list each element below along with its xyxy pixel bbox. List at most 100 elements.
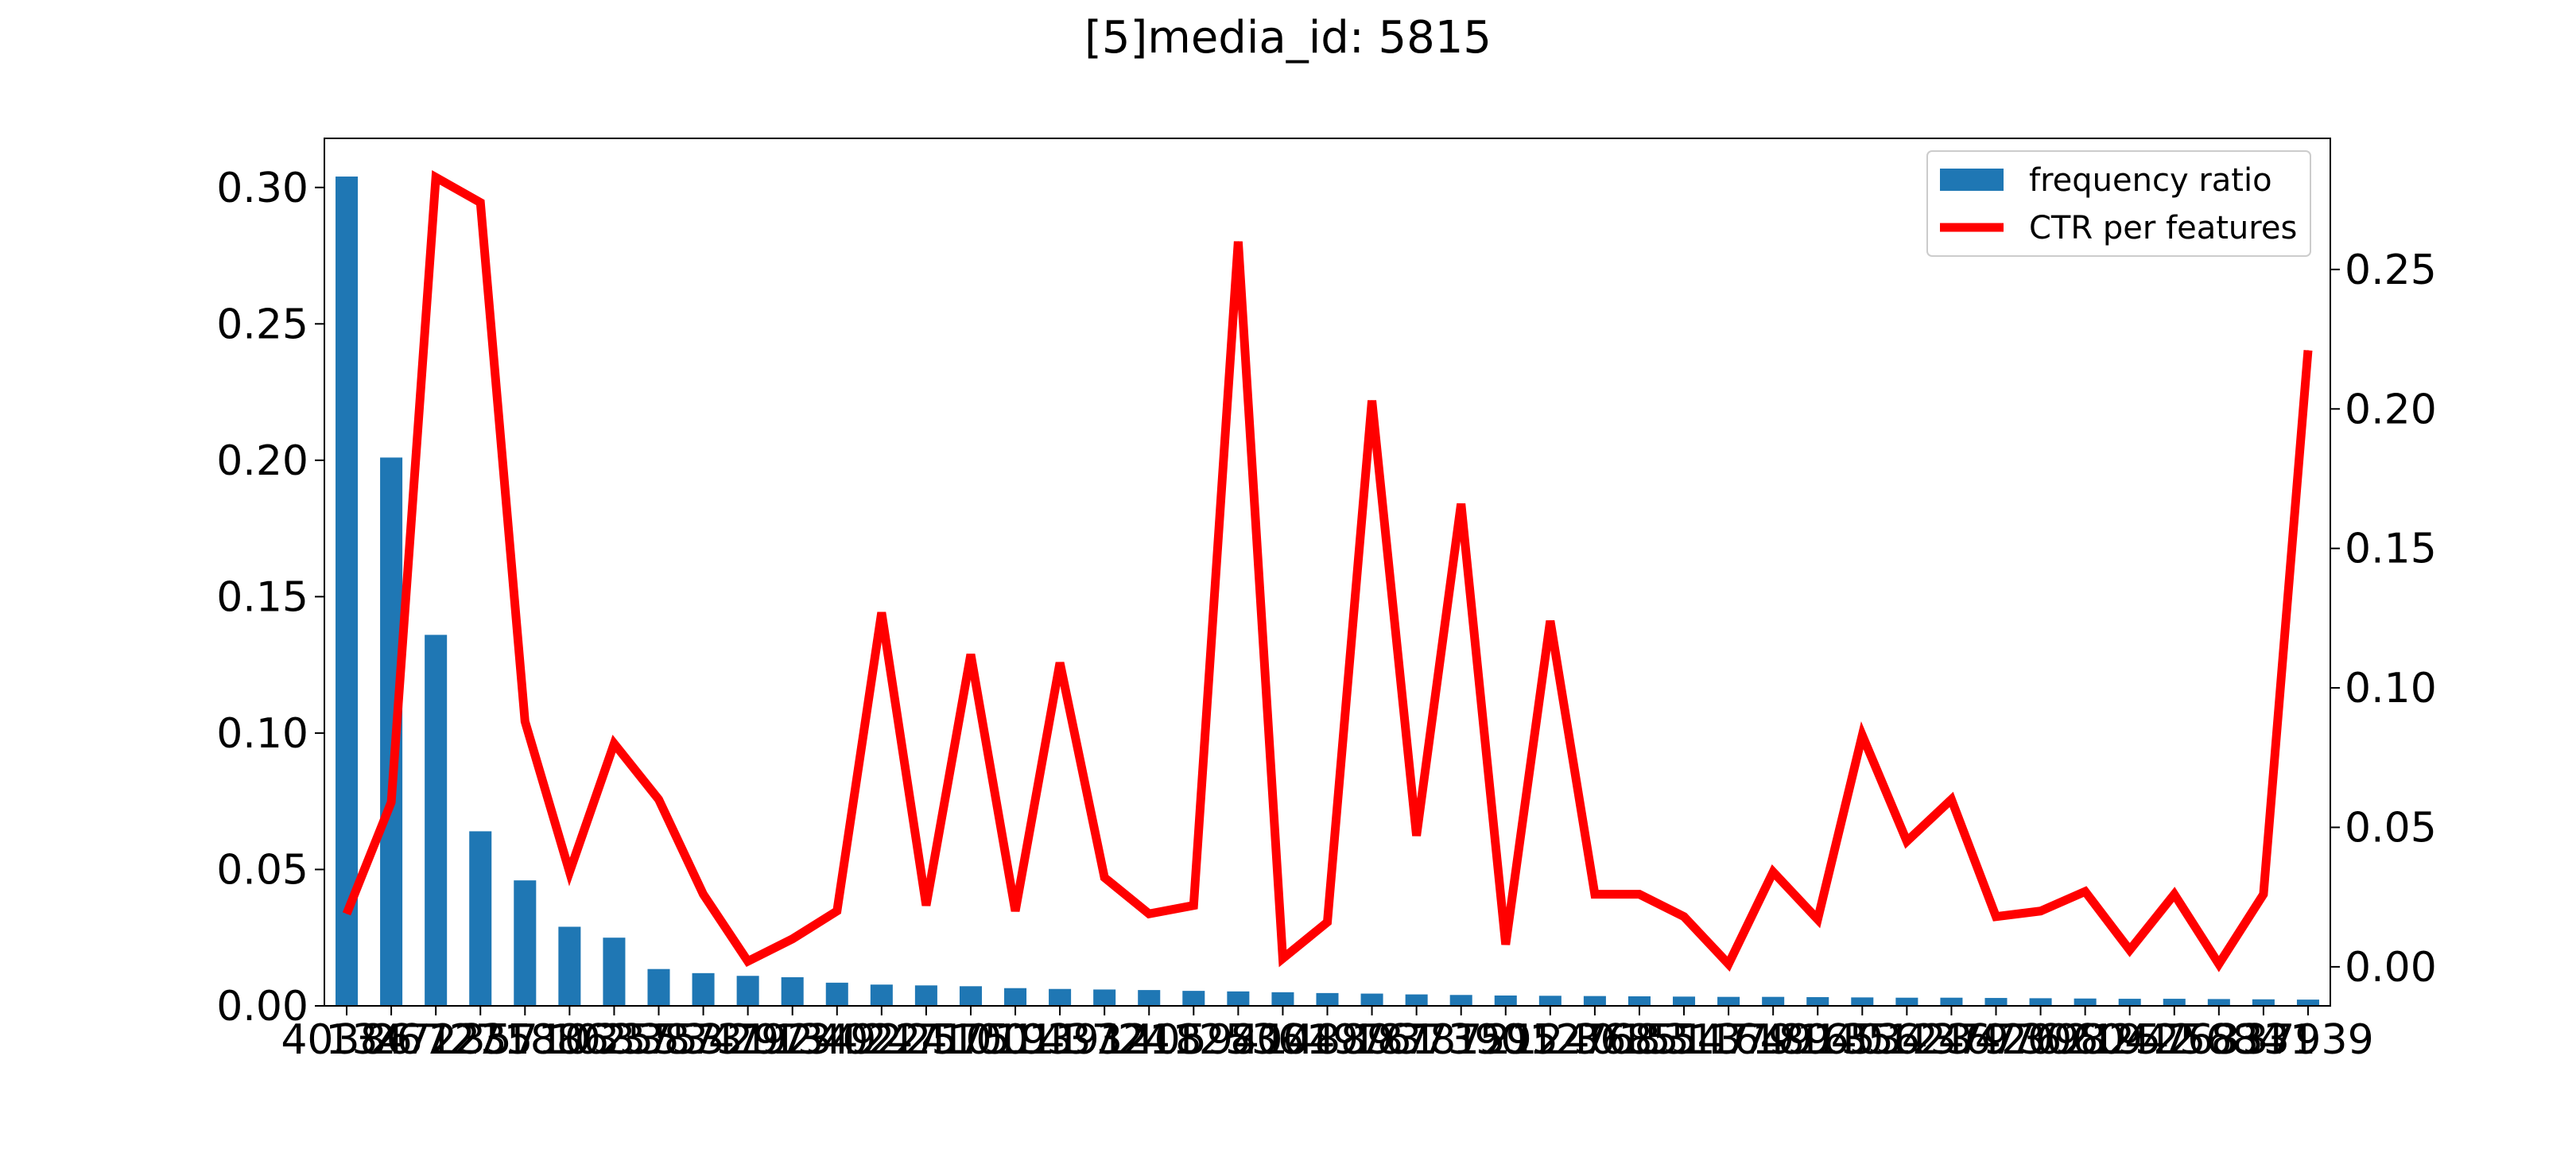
legend-label-ctr: CTR per features <box>2029 210 2297 246</box>
bar-29734 <box>781 976 804 1006</box>
x-tick-label-42098: 42098 <box>1975 1016 2106 1064</box>
x-tick-label-31379: 31379 <box>1662 1016 1794 1064</box>
line-series <box>342 170 2313 972</box>
bar-18787 <box>1405 994 1428 1006</box>
ctr-point-8004 <box>1282 957 1283 959</box>
right-tick-label: 0.00 <box>2345 944 2437 992</box>
right-tick-label: 0.05 <box>2345 804 2437 852</box>
bar-10011 <box>1004 988 1027 1006</box>
x-tick-label-24710: 24710 <box>860 1016 991 1064</box>
x-tick-label-37390: 37390 <box>1395 1016 1527 1064</box>
x-tick-label-29734: 29734 <box>727 1016 858 1064</box>
ctr-point-43724 <box>1104 877 1105 879</box>
ctr-point-18863 <box>568 871 570 873</box>
bar-34792 <box>736 976 759 1006</box>
left-tick-label: 0.10 <box>216 710 308 758</box>
chart-title: [5]media_id: 5815 <box>1084 12 1492 64</box>
plot-frame <box>324 138 2331 1007</box>
x-tick-label-1235: 1235 <box>428 1016 533 1064</box>
right-tick-label: 0.10 <box>2345 665 2437 712</box>
x-tick-label-18940: 18940 <box>1752 1016 1884 1064</box>
bar-8331 <box>2252 999 2275 1006</box>
bar-42098 <box>2029 998 2052 1006</box>
legend-box <box>1926 150 2311 257</box>
bar-19391 <box>1049 988 1072 1006</box>
bar-series <box>336 177 2319 1006</box>
x-tick-label-33753: 33753 <box>593 1016 724 1064</box>
right-tick-label: 0.25 <box>2345 246 2437 294</box>
x-tick-label-12467: 12467 <box>1886 1016 2017 1064</box>
ctr-point-1595 <box>1505 944 1507 945</box>
ctr-point-8331 <box>2263 894 2264 895</box>
ctr-point-12768 <box>1594 894 1596 895</box>
bar-8004 <box>1271 992 1294 1006</box>
x-tick-label-40386: 40386 <box>281 1016 412 1064</box>
bar-1595 <box>1494 995 1517 1006</box>
bar-36851 <box>1627 996 1651 1006</box>
left-y-axis: 0.00 0.05 0.10 0.15 0.20 0.25 0.30 <box>216 165 324 1031</box>
ctr-point-13492 <box>836 910 838 912</box>
bar-3218 <box>1138 990 1161 1006</box>
bar-25763 <box>2163 999 2186 1006</box>
x-tick-label-40224: 40224 <box>816 1016 947 1064</box>
x-axis: 4038613472267271235357101886310255337533… <box>281 1006 2374 1064</box>
left-tick-label: 0.15 <box>216 573 308 621</box>
x-tick-label-38731: 38731 <box>638 1016 769 1064</box>
x-tick-label-18863: 18863 <box>504 1016 635 1064</box>
bar-35623 <box>1895 997 1918 1006</box>
ctr-point-24710 <box>925 905 927 906</box>
bar-12768 <box>1583 996 1606 1006</box>
right-tick-label: 0.15 <box>2345 526 2437 573</box>
bar-33753 <box>647 968 670 1006</box>
x-tick-label-35623: 35623 <box>1841 1016 1973 1064</box>
bar-13492 <box>825 982 848 1006</box>
ctr-point-33753 <box>658 798 659 800</box>
bar-21942 <box>2118 999 2141 1006</box>
x-tick-label-15547: 15547 <box>1618 1016 1749 1064</box>
ctr-point-19391 <box>1059 662 1061 664</box>
ctr-point-31379 <box>1728 963 1729 965</box>
bar-25684 <box>2207 999 2230 1006</box>
x-tick-label-8331: 8331 <box>2211 1016 2316 1064</box>
bar-38731 <box>692 972 715 1006</box>
right-y-axis: 0.00 0.05 0.10 0.15 0.20 0.25 <box>2330 246 2437 992</box>
legend-label-frequency-ratio: frequency ratio <box>2029 162 2272 199</box>
right-tick-label: 0.20 <box>2345 386 2437 433</box>
bar-43724 <box>1093 989 1116 1006</box>
bar-40386 <box>336 177 359 1006</box>
x-tick-label-8004: 8004 <box>1230 1016 1335 1064</box>
x-tick-label-16491: 16491 <box>1707 1016 1838 1064</box>
x-tick-label-19391: 19391 <box>994 1016 1125 1064</box>
x-tick-label-34792: 34792 <box>682 1016 813 1064</box>
left-tick-label: 0.00 <box>216 983 308 1031</box>
ctr-point-12536 <box>1237 241 1239 243</box>
bar-18940 <box>1806 997 1829 1006</box>
ctr-point-18787 <box>1416 835 1418 837</box>
bar-25751 <box>959 986 982 1006</box>
x-tick-label-3218: 3218 <box>1096 1016 1201 1064</box>
x-tick-label-25684: 25684 <box>2153 1016 2284 1064</box>
ctr-point-42098 <box>2040 910 2042 912</box>
x-tick-label-37976: 37976 <box>1930 1016 2062 1064</box>
x-tick-label-43724: 43724 <box>1038 1016 1170 1064</box>
bar-35710 <box>514 880 537 1006</box>
ctr-point-35710 <box>524 720 526 722</box>
x-tick-label-12536: 12536 <box>1173 1016 1304 1064</box>
x-tick-label-13472: 13472 <box>325 1016 456 1064</box>
left-tick-label: 0.20 <box>216 437 308 485</box>
ctr-point-10011 <box>1014 910 1016 912</box>
bar-40224 <box>870 984 893 1006</box>
x-tick-label-12768: 12768 <box>1529 1016 1660 1064</box>
x-tick-label-37939: 37939 <box>2242 1016 2373 1064</box>
x-tick-label-30604: 30604 <box>2019 1016 2151 1064</box>
x-tick-label-25751: 25751 <box>905 1016 1036 1064</box>
x-tick-label-13492: 13492 <box>771 1016 902 1064</box>
x-tick-label-10255: 10255 <box>549 1016 680 1064</box>
bar-12467 <box>1940 997 1963 1006</box>
ctr-point-38731 <box>703 894 704 895</box>
x-tick-label-35710: 35710 <box>460 1016 591 1064</box>
x-tick-label-21240: 21240 <box>1484 1016 1616 1064</box>
ctr-point-21942 <box>2129 949 2131 951</box>
